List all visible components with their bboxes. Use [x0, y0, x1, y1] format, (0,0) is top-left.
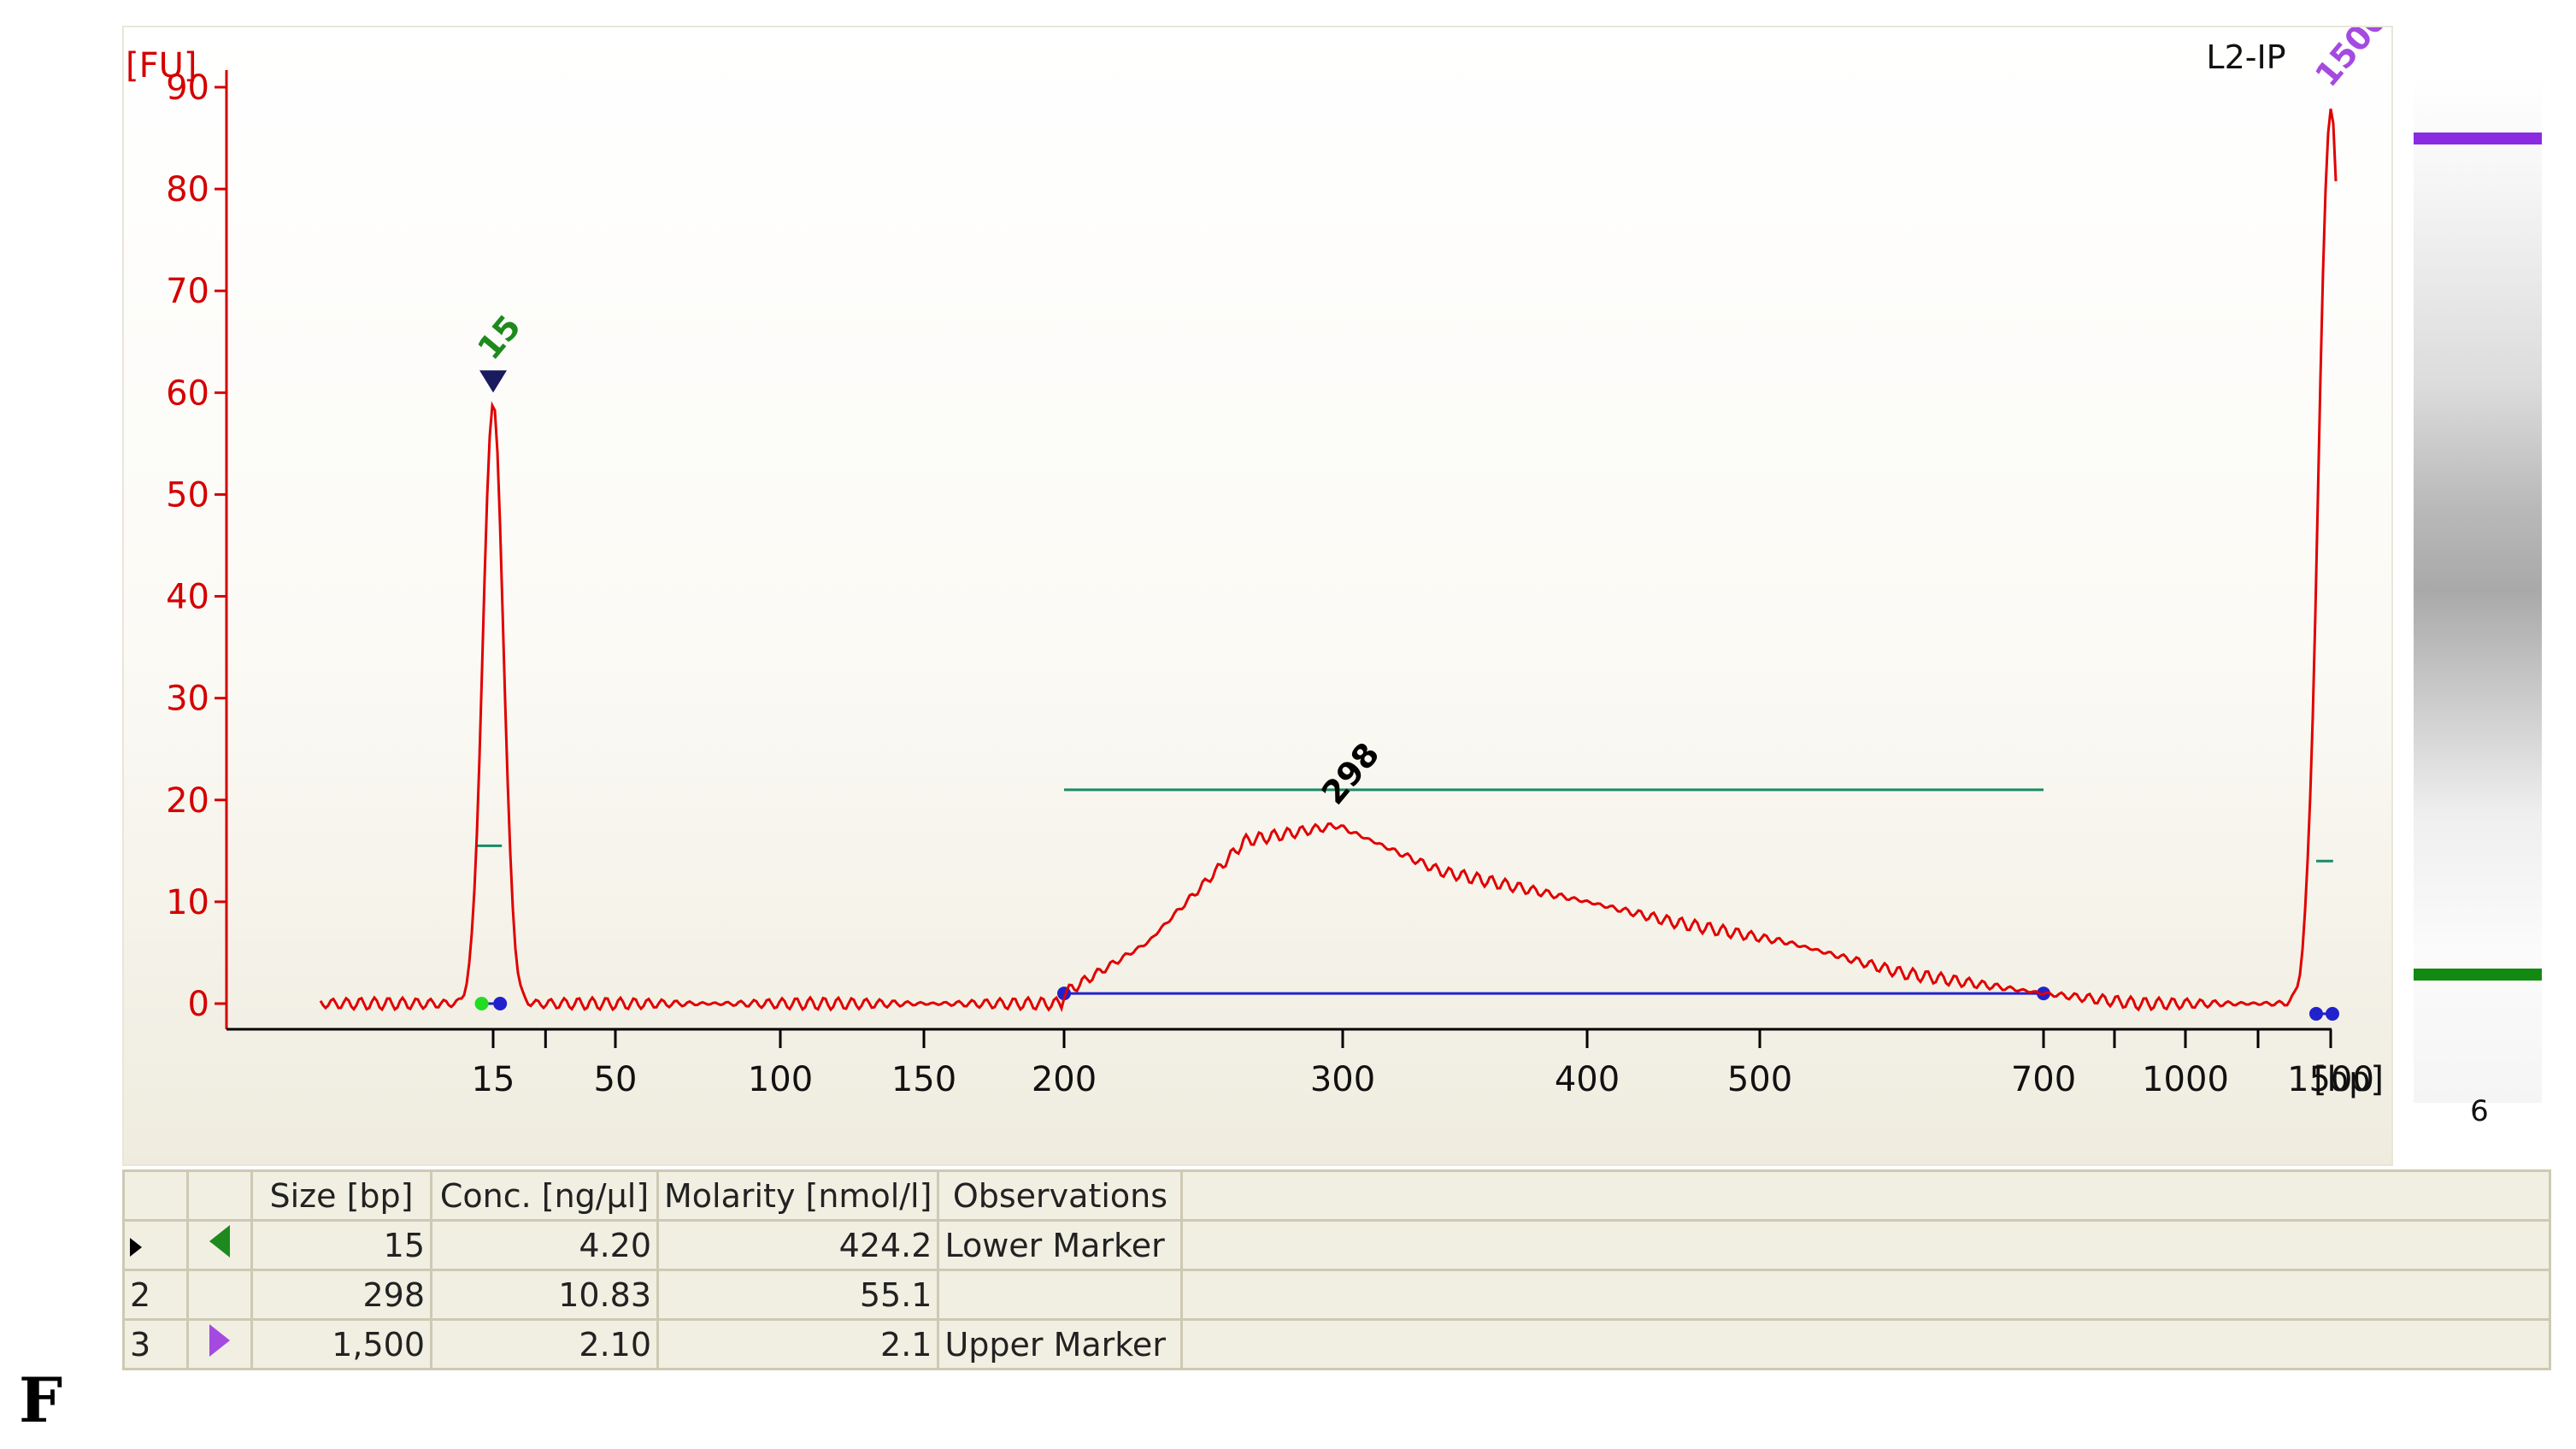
header-observations[interactable]: Observations: [937, 1169, 1184, 1222]
lane-number: 6: [2470, 1094, 2489, 1128]
lower-marker-peak-icon: [479, 370, 507, 393]
conc-cell: 4.20: [430, 1219, 659, 1271]
size-cell: 1,500: [250, 1318, 432, 1370]
header-size[interactable]: Size [bp]: [250, 1169, 432, 1222]
y-tick-label: 70: [166, 272, 209, 311]
trace-line: [319, 109, 2338, 1013]
upper-marker-icon: [209, 1324, 230, 1357]
x-tick-label: 400: [1555, 1060, 1620, 1099]
current-row-icon: [130, 1237, 142, 1257]
filler-cell: [1180, 1318, 2551, 1370]
molarity-cell: 424.2: [656, 1219, 940, 1271]
observation-cell: Upper Marker: [937, 1318, 1184, 1370]
y-tick-label: 10: [166, 883, 209, 922]
peak-label: 298: [1314, 735, 1387, 811]
panel-letter: F: [19, 1364, 63, 1436]
row-selector[interactable]: [122, 1219, 189, 1271]
header-molarity[interactable]: Molarity [nmol/l]: [656, 1169, 940, 1222]
results-table: Size [bp] Conc. [ng/µl] Molarity [nmol/l…: [122, 1169, 2551, 1370]
x-tick-label: 150: [891, 1060, 956, 1099]
observation-cell: Lower Marker: [937, 1219, 1184, 1271]
header-conc[interactable]: Conc. [ng/µl]: [430, 1169, 659, 1222]
y-tick-label: 90: [166, 68, 209, 108]
row-marker-cell: [186, 1219, 253, 1271]
x-tick-label: 300: [1310, 1060, 1375, 1099]
table-row[interactable]: 15 4.20 424.2 Lower Marker: [122, 1219, 2551, 1271]
size-cell: 15: [250, 1219, 432, 1271]
header-marker: [186, 1169, 253, 1222]
conc-cell: 2.10: [430, 1318, 659, 1370]
row-marker-cell: [186, 1269, 253, 1321]
filler-cell: [1180, 1269, 2551, 1321]
electropherogram-chart: 0 10 20 30 40 50 60 70 80 90[FU] 15 50 100 150 200 300 4…: [126, 27, 2391, 1099]
lower-marker-end-dot: [493, 997, 508, 1010]
x-unit-label: [bp]: [2314, 1060, 2384, 1099]
table-row[interactable]: 3 1,500 2.10 2.1 Upper Marker: [122, 1318, 2551, 1370]
lower-marker-icon: [209, 1225, 230, 1258]
filler-cell: [1180, 1219, 2551, 1271]
table-row[interactable]: 2 298 10.83 55.1: [122, 1269, 2551, 1321]
peak-label: 1500: [2308, 27, 2391, 94]
header-row-selector: [122, 1169, 189, 1222]
y-tick-label: 0: [188, 985, 209, 1024]
x-tick-label: 15: [472, 1060, 515, 1099]
upper-marker-start-dot: [2309, 1006, 2323, 1021]
upper-marker-band: [2414, 133, 2542, 144]
molarity-cell: 2.1: [656, 1318, 940, 1370]
conc-cell: 10.83: [430, 1269, 659, 1321]
y-tick-label: 20: [166, 781, 209, 821]
x-tick-label: 100: [748, 1060, 813, 1099]
observation-cell: [937, 1269, 1184, 1321]
header-filler: [1180, 1169, 2551, 1222]
size-cell: 298: [250, 1269, 432, 1321]
molarity-cell: 55.1: [656, 1269, 940, 1321]
y-tick-label: 30: [166, 680, 209, 719]
y-unit-label: [FU]: [126, 46, 197, 85]
table-header-row: Size [bp] Conc. [ng/µl] Molarity [nmol/l…: [122, 1169, 2551, 1222]
y-tick-label: 50: [166, 475, 209, 515]
upper-marker-end-dot: [2326, 1006, 2339, 1021]
gel-lane-panel: 6: [2398, 26, 2561, 1146]
x-tick-label: 50: [594, 1060, 638, 1099]
y-tick-label: 60: [166, 374, 209, 413]
y-tick-label: 80: [166, 170, 209, 209]
x-tick-label: 1000: [2142, 1060, 2229, 1099]
y-tick-label: 40: [166, 578, 209, 617]
x-tick-label: 200: [1032, 1060, 1097, 1099]
x-tick-label: 700: [2011, 1060, 2076, 1099]
x-tick-label: 1500: [2287, 1060, 2374, 1099]
lower-marker-start-dot: [474, 997, 489, 1010]
sample-label: L2-IP: [2206, 38, 2285, 76]
row-index[interactable]: 2: [122, 1269, 189, 1321]
row-index[interactable]: 3: [122, 1318, 189, 1370]
lower-marker-band: [2414, 969, 2542, 981]
gel-lane: [2414, 77, 2542, 1103]
electropherogram-panel: 0 10 20 30 40 50 60 70 80 90 [FU] 15 50 100 150 200 300 4…: [122, 26, 2393, 1166]
row-marker-cell: [186, 1318, 253, 1370]
x-tick-label: 500: [1727, 1060, 1792, 1099]
peak-label: 15: [470, 308, 528, 367]
